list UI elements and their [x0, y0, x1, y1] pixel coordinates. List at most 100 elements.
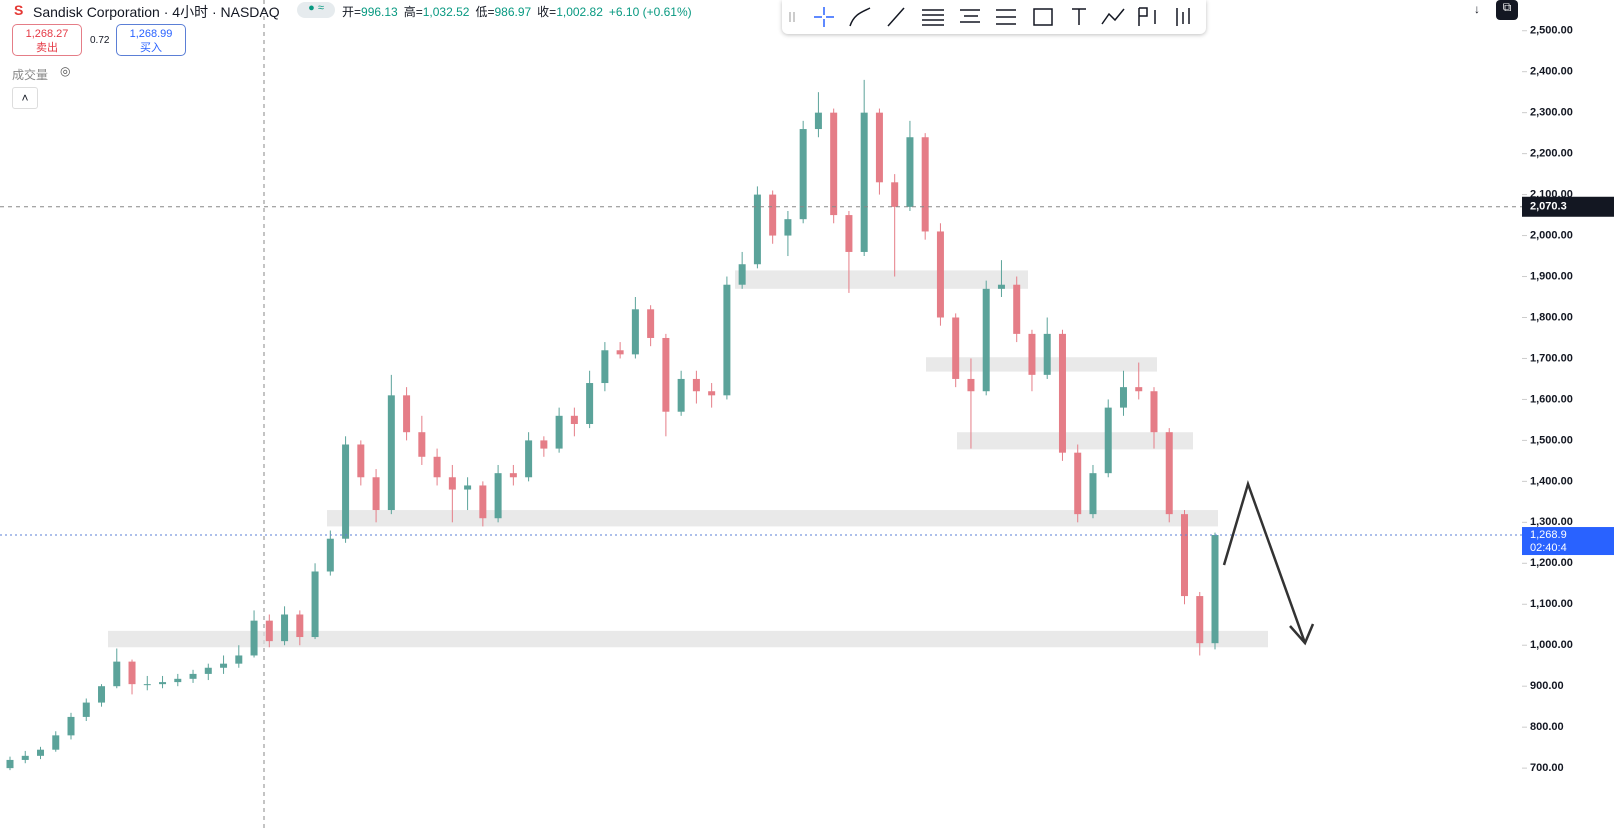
- candle-body: [1104, 407, 1112, 474]
- candle-body: [997, 284, 1005, 289]
- candle-body: [311, 571, 319, 638]
- candle-body: [281, 614, 289, 642]
- candle-body: [82, 702, 90, 717]
- candle-body: [662, 337, 670, 412]
- candle-body: [159, 682, 167, 685]
- last-price-label: 1,268.9: [1530, 529, 1567, 541]
- candle-body: [769, 194, 777, 236]
- price-zone: [735, 270, 1028, 289]
- candle-body: [220, 663, 228, 668]
- candle-body: [1058, 333, 1066, 453]
- legend-value: 1,032.52: [422, 5, 470, 19]
- candle-body: [143, 684, 151, 686]
- candle-body: [570, 415, 578, 425]
- y-tick-label: 1,000.00: [1530, 639, 1573, 651]
- candle-body: [52, 735, 60, 750]
- candle-body: [860, 112, 868, 252]
- download-button[interactable]: ↓: [1474, 2, 1480, 16]
- y-tick-label: 700.00: [1530, 762, 1564, 774]
- spread: 0.72: [90, 35, 110, 46]
- candle-body: [845, 215, 853, 252]
- price-zone: [926, 357, 1157, 372]
- candle-body: [616, 350, 624, 355]
- drawn-arrow: [1222, 479, 1307, 644]
- legend-label: 低=: [475, 5, 495, 19]
- candle-body: [921, 137, 929, 232]
- candle-body: [647, 309, 655, 338]
- sell-label: 卖出: [36, 42, 58, 54]
- change: +6.10 (+0.61%): [608, 5, 692, 19]
- candle-body: [738, 264, 746, 285]
- candle-body: [555, 415, 563, 449]
- candle-body: [448, 477, 456, 490]
- sell-button[interactable]: 1,268.27 卖出: [12, 24, 82, 56]
- y-tick-label: 1,500.00: [1530, 434, 1573, 446]
- candle-body: [250, 620, 258, 656]
- candle-body: [174, 678, 182, 683]
- volume-label: 成交量: [12, 68, 49, 82]
- candle-body: [1043, 333, 1051, 375]
- legend-label: 高=: [403, 5, 423, 19]
- candle-body: [1028, 333, 1036, 375]
- candle-body: [1150, 391, 1158, 433]
- legend-label: 收=: [537, 5, 557, 19]
- y-tick-label: 1,400.00: [1530, 475, 1573, 487]
- candle-body: [1196, 596, 1204, 644]
- status-pill[interactable]: ● ≈: [297, 2, 335, 18]
- candle-body: [342, 444, 350, 539]
- price-zone: [108, 630, 1268, 648]
- price-axis: [1522, 0, 1614, 828]
- collapse-button[interactable]: ˄: [12, 87, 38, 109]
- candle-body: [692, 378, 700, 392]
- candle-body: [67, 716, 75, 736]
- legend-label: 开=: [342, 5, 362, 19]
- y-tick-label: 2,000.00: [1530, 229, 1573, 241]
- drawing-toolbar: [782, 0, 1206, 34]
- candle-body: [403, 395, 411, 433]
- candle-body: [936, 231, 944, 318]
- sell-price: 1,268.27: [25, 28, 69, 40]
- candle-body: [479, 485, 487, 519]
- candle-body: [509, 473, 517, 478]
- candle-body: [875, 112, 883, 183]
- candle-body: [6, 759, 14, 769]
- y-tick-label: 2,200.00: [1530, 148, 1573, 160]
- y-tick-label: 1,800.00: [1530, 311, 1573, 323]
- toolbar-icons: [789, 7, 1190, 27]
- y-tick-label: 1,700.00: [1530, 352, 1573, 364]
- candle-body: [967, 378, 975, 392]
- candle-body: [723, 284, 731, 396]
- buy-button[interactable]: 1,268.99 买入: [116, 24, 186, 56]
- candle-body: [326, 538, 334, 572]
- candle-body: [631, 309, 639, 355]
- candle-body: [677, 378, 685, 412]
- screenshot-button[interactable]: ⧉: [1496, 0, 1518, 20]
- y-tick-label: 900.00: [1530, 680, 1564, 692]
- candle-body: [98, 686, 106, 703]
- candle-body: [204, 667, 212, 674]
- y-tick-label: 1,300.00: [1530, 516, 1573, 528]
- candle-body: [1211, 535, 1219, 644]
- candle-body: [1013, 284, 1021, 334]
- symbol: Sandisk Corporation · 4小时 · NASDAQ: [33, 4, 280, 20]
- ohlc-legend: 开=996.13 高=1,032.52 低=986.97 收=1,002.82 +6.1…: [342, 3, 692, 20]
- candle-body: [1119, 387, 1127, 408]
- candle-body: [296, 614, 304, 638]
- candle-body: [464, 485, 472, 490]
- y-tick-label: 1,600.00: [1530, 393, 1573, 405]
- candle-body: [601, 350, 609, 384]
- candle-body: [1165, 432, 1173, 515]
- candle-body: [37, 749, 45, 756]
- candle-body: [1135, 387, 1143, 392]
- candle-body: [753, 194, 761, 265]
- hide-icon[interactable]: ◎: [60, 64, 71, 78]
- candle-body: [433, 456, 441, 478]
- arrow-head: [1289, 623, 1315, 646]
- candle-body: [784, 219, 792, 236]
- candle-body: [494, 473, 502, 519]
- candle-body: [189, 673, 197, 679]
- plot: 700.00 800.00 900.00 1,000.00 1,100.00 1,200.…: [0, 25, 1614, 774]
- candle-body: [814, 112, 822, 130]
- candle-body: [830, 112, 838, 216]
